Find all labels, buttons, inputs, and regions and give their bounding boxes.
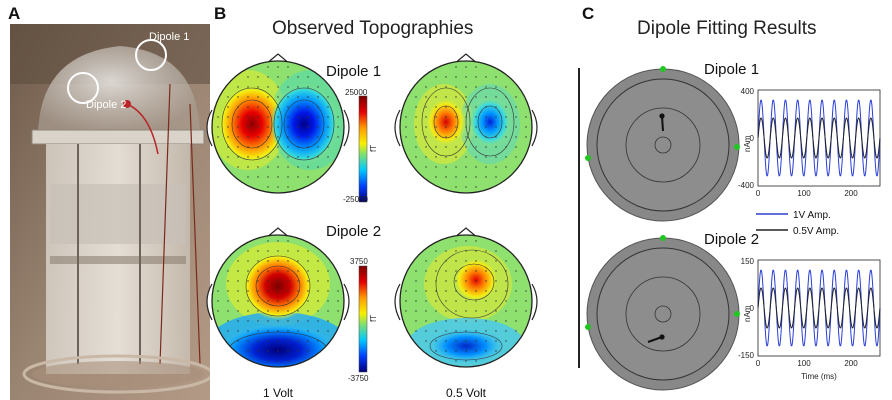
panel-c-title: Dipole Fitting Results	[637, 18, 817, 39]
y-max-tick: 400	[741, 87, 755, 96]
legend-label-halfv: 0.5V Amp.	[793, 226, 839, 237]
colorbar1-max: 25000	[345, 88, 368, 97]
left-ear	[206, 109, 213, 147]
x-tick-100: 100	[797, 359, 811, 368]
x-tick-0: 0	[756, 359, 761, 368]
head-outline	[399, 60, 533, 194]
x-tick-200: 200	[844, 189, 858, 198]
waveform-halfv	[757, 287, 881, 329]
dipole-1-marker	[135, 39, 167, 71]
head-outline	[211, 234, 345, 368]
topo-label-dipole-1: Dipole 1	[326, 63, 381, 80]
fiducial-marker	[734, 311, 740, 317]
right-ear	[343, 109, 350, 147]
phantom-photo: Dipole 1 Dipole 2	[10, 24, 210, 400]
fiducial-marker	[660, 66, 666, 72]
y-min-tick: -400	[738, 181, 755, 190]
topo-dipole2-halfvolt	[394, 227, 538, 368]
x-tick-0: 0	[756, 189, 761, 198]
y-unit-label: nAm	[743, 135, 752, 152]
topo-dipole1-halfvolt	[394, 53, 538, 194]
legend: 1V Amp. 0.5V Amp.	[756, 210, 839, 237]
left-ear	[394, 109, 401, 147]
topo-dipole1-1volt	[206, 53, 350, 194]
dipole-fitting-results: Dipole 1 Dipole 2 400 0 -400 nAm 0 100 2…	[585, 61, 881, 391]
photo-label-dipole-2: Dipole 2	[86, 99, 126, 111]
colorbar-dipole-2: 3750 -3750 fT	[348, 257, 378, 383]
colorbar1-unit: fT	[369, 145, 378, 152]
fit-label-dipole-1: Dipole 1	[704, 61, 759, 78]
left-ear	[394, 283, 401, 321]
fit-head-dipole-2	[585, 235, 740, 391]
x-tick-200: 200	[844, 359, 858, 368]
topo-label-dipole-2: Dipole 2	[326, 223, 381, 240]
waveform-halfv	[757, 117, 881, 159]
panel-b-title: Observed Topographies	[272, 18, 474, 39]
colorbar1-min: -25000	[343, 195, 368, 204]
colorbar-dipole-1: 25000 -25000 fT	[343, 88, 378, 204]
right-ear	[531, 283, 538, 321]
fit-label-dipole-2: Dipole 2	[704, 231, 759, 248]
phantom-base	[22, 354, 210, 394]
y-min-tick: -150	[738, 351, 755, 360]
y-zero-tick: 0	[750, 134, 755, 143]
waveform-plot-dipole-2: 150 0 -150 nAm 0 100 200 Time (ms)	[738, 257, 881, 381]
dipole-2-marker	[67, 72, 99, 104]
left-ear	[206, 283, 213, 321]
colorbar2-max: 3750	[350, 257, 368, 266]
legend-label-1v: 1V Amp.	[793, 210, 831, 221]
panel-a-letter: A	[8, 4, 21, 23]
phantom-rim	[31, 129, 205, 145]
fiducial-marker	[734, 144, 740, 150]
fiducial-marker	[585, 155, 591, 161]
colorbar2-unit: fT	[369, 315, 378, 322]
fit-head-dipole-1	[585, 66, 740, 222]
panel-c-letter: C	[582, 4, 595, 23]
right-ear	[531, 109, 538, 147]
fiducial-marker	[660, 235, 666, 241]
panel-divider	[578, 68, 580, 368]
x-axis-label: Time (ms)	[801, 372, 837, 381]
topo-dipole2-1volt	[206, 227, 350, 368]
head-outline	[399, 234, 533, 368]
x-tick-100: 100	[797, 189, 811, 198]
y-max-tick: 150	[741, 257, 755, 266]
column-label-1volt: 1 Volt	[263, 386, 294, 400]
y-unit-label: nAm	[743, 305, 752, 322]
y-zero-tick: 0	[750, 304, 755, 313]
right-ear	[343, 283, 350, 321]
panel-b-letter: B	[214, 4, 227, 23]
fiducial-marker	[585, 324, 591, 330]
colorbar2-min: -3750	[348, 374, 369, 383]
waveform-plot-dipole-1: 400 0 -400 nAm 0 100 200	[738, 87, 881, 198]
head-outline	[211, 60, 345, 194]
column-label-halfvolt: 0.5 Volt	[446, 386, 487, 400]
photo-label-dipole-1: Dipole 1	[149, 31, 189, 43]
topography-maps: Dipole 1 25000 -25000 fT Dipole 2	[206, 53, 538, 400]
